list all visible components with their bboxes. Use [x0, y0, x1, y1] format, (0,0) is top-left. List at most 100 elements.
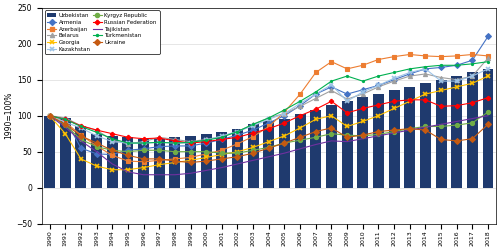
Tajikistan	[438, 123, 444, 126]
Legend: Uzbekistan, Armenia, Azerbaijan, Belarus, Georgia, Kazakhstan, Kyrgyz Republic, : Uzbekistan, Armenia, Azerbaijan, Belarus…	[44, 10, 160, 54]
Azerbaijan	[234, 142, 240, 145]
Turkmenistan	[203, 139, 209, 142]
Tajikistan	[156, 173, 162, 176]
Tajikistan	[109, 162, 115, 166]
Turkmenistan	[234, 130, 240, 133]
Ukraine	[313, 130, 319, 133]
Ukraine	[470, 137, 476, 140]
Russian Federation	[282, 122, 288, 124]
Ukraine	[125, 154, 131, 157]
Bar	[60, 118, 71, 188]
Kazakhstan	[188, 142, 194, 144]
Georgia	[172, 161, 178, 164]
Georgia	[454, 86, 460, 88]
Tajikistan	[188, 172, 194, 175]
Russian Federation	[172, 140, 178, 142]
Turkmenistan	[140, 142, 146, 144]
Armenia	[438, 66, 444, 69]
Tajikistan	[485, 114, 491, 117]
Kazakhstan	[282, 112, 288, 115]
Turkmenistan	[156, 141, 162, 144]
Kazakhstan	[438, 80, 444, 82]
Azerbaijan	[188, 156, 194, 159]
Line: Ukraine: Ukraine	[48, 114, 490, 164]
Belarus	[250, 123, 256, 126]
Turkmenistan	[297, 100, 303, 103]
Ukraine	[250, 152, 256, 155]
Kyrgyz Republic	[438, 125, 444, 128]
Turkmenistan	[94, 131, 100, 134]
Tajikistan	[454, 120, 460, 123]
Russian Federation	[250, 132, 256, 134]
Russian Federation	[219, 138, 225, 141]
Turkmenistan	[46, 114, 52, 117]
Tajikistan	[266, 155, 272, 158]
Bar	[264, 122, 274, 188]
Kyrgyz Republic	[485, 110, 491, 114]
Line: Tajikistan: Tajikistan	[50, 116, 488, 175]
Armenia	[203, 142, 209, 144]
Kazakhstan	[156, 141, 162, 144]
Ukraine	[94, 142, 100, 144]
Kazakhstan	[328, 83, 334, 86]
Tajikistan	[140, 173, 146, 176]
Tajikistan	[234, 162, 240, 166]
Azerbaijan	[172, 158, 178, 160]
Line: Armenia: Armenia	[48, 34, 490, 157]
Turkmenistan	[266, 116, 272, 119]
Russian Federation	[376, 104, 382, 106]
Armenia	[391, 78, 397, 81]
Azerbaijan	[360, 64, 366, 67]
Georgia	[219, 153, 225, 156]
Azerbaijan	[406, 53, 412, 56]
Tajikistan	[360, 137, 366, 140]
Tajikistan	[297, 147, 303, 150]
Bar	[451, 76, 462, 188]
Kyrgyz Republic	[391, 130, 397, 133]
Kyrgyz Republic	[188, 150, 194, 153]
Belarus	[203, 138, 209, 141]
Georgia	[125, 168, 131, 171]
Belarus	[406, 74, 412, 78]
Ukraine	[62, 123, 68, 126]
Bar	[358, 97, 368, 188]
Bar	[76, 126, 86, 188]
Kazakhstan	[125, 142, 131, 144]
Line: Belarus: Belarus	[48, 56, 490, 146]
Line: Kazakhstan: Kazakhstan	[48, 67, 490, 145]
Kyrgyz Republic	[422, 125, 428, 128]
Turkmenistan	[438, 64, 444, 67]
Turkmenistan	[172, 142, 178, 144]
Armenia	[454, 64, 460, 67]
Armenia	[485, 35, 491, 38]
Kyrgyz Republic	[125, 150, 131, 153]
Armenia	[219, 138, 225, 141]
Bar	[138, 139, 149, 188]
Russian Federation	[391, 100, 397, 103]
Azerbaijan	[78, 134, 84, 137]
Kyrgyz Republic	[156, 149, 162, 152]
Ukraine	[282, 142, 288, 144]
Belarus	[78, 124, 84, 127]
Bar	[185, 136, 196, 188]
Georgia	[266, 140, 272, 143]
Tajikistan	[282, 152, 288, 155]
Azerbaijan	[313, 71, 319, 74]
Belarus	[438, 76, 444, 79]
Belarus	[360, 92, 366, 96]
Armenia	[328, 86, 334, 88]
Bar	[436, 80, 446, 188]
Georgia	[203, 156, 209, 159]
Azerbaijan	[125, 160, 131, 162]
Kyrgyz Republic	[172, 150, 178, 153]
Bar	[467, 72, 478, 188]
Belarus	[94, 128, 100, 132]
Kyrgyz Republic	[250, 149, 256, 152]
Ukraine	[376, 130, 382, 133]
Kazakhstan	[203, 139, 209, 142]
Kazakhstan	[485, 68, 491, 70]
Belarus	[470, 74, 476, 78]
Belarus	[172, 138, 178, 141]
Turkmenistan	[62, 118, 68, 121]
Georgia	[234, 150, 240, 153]
